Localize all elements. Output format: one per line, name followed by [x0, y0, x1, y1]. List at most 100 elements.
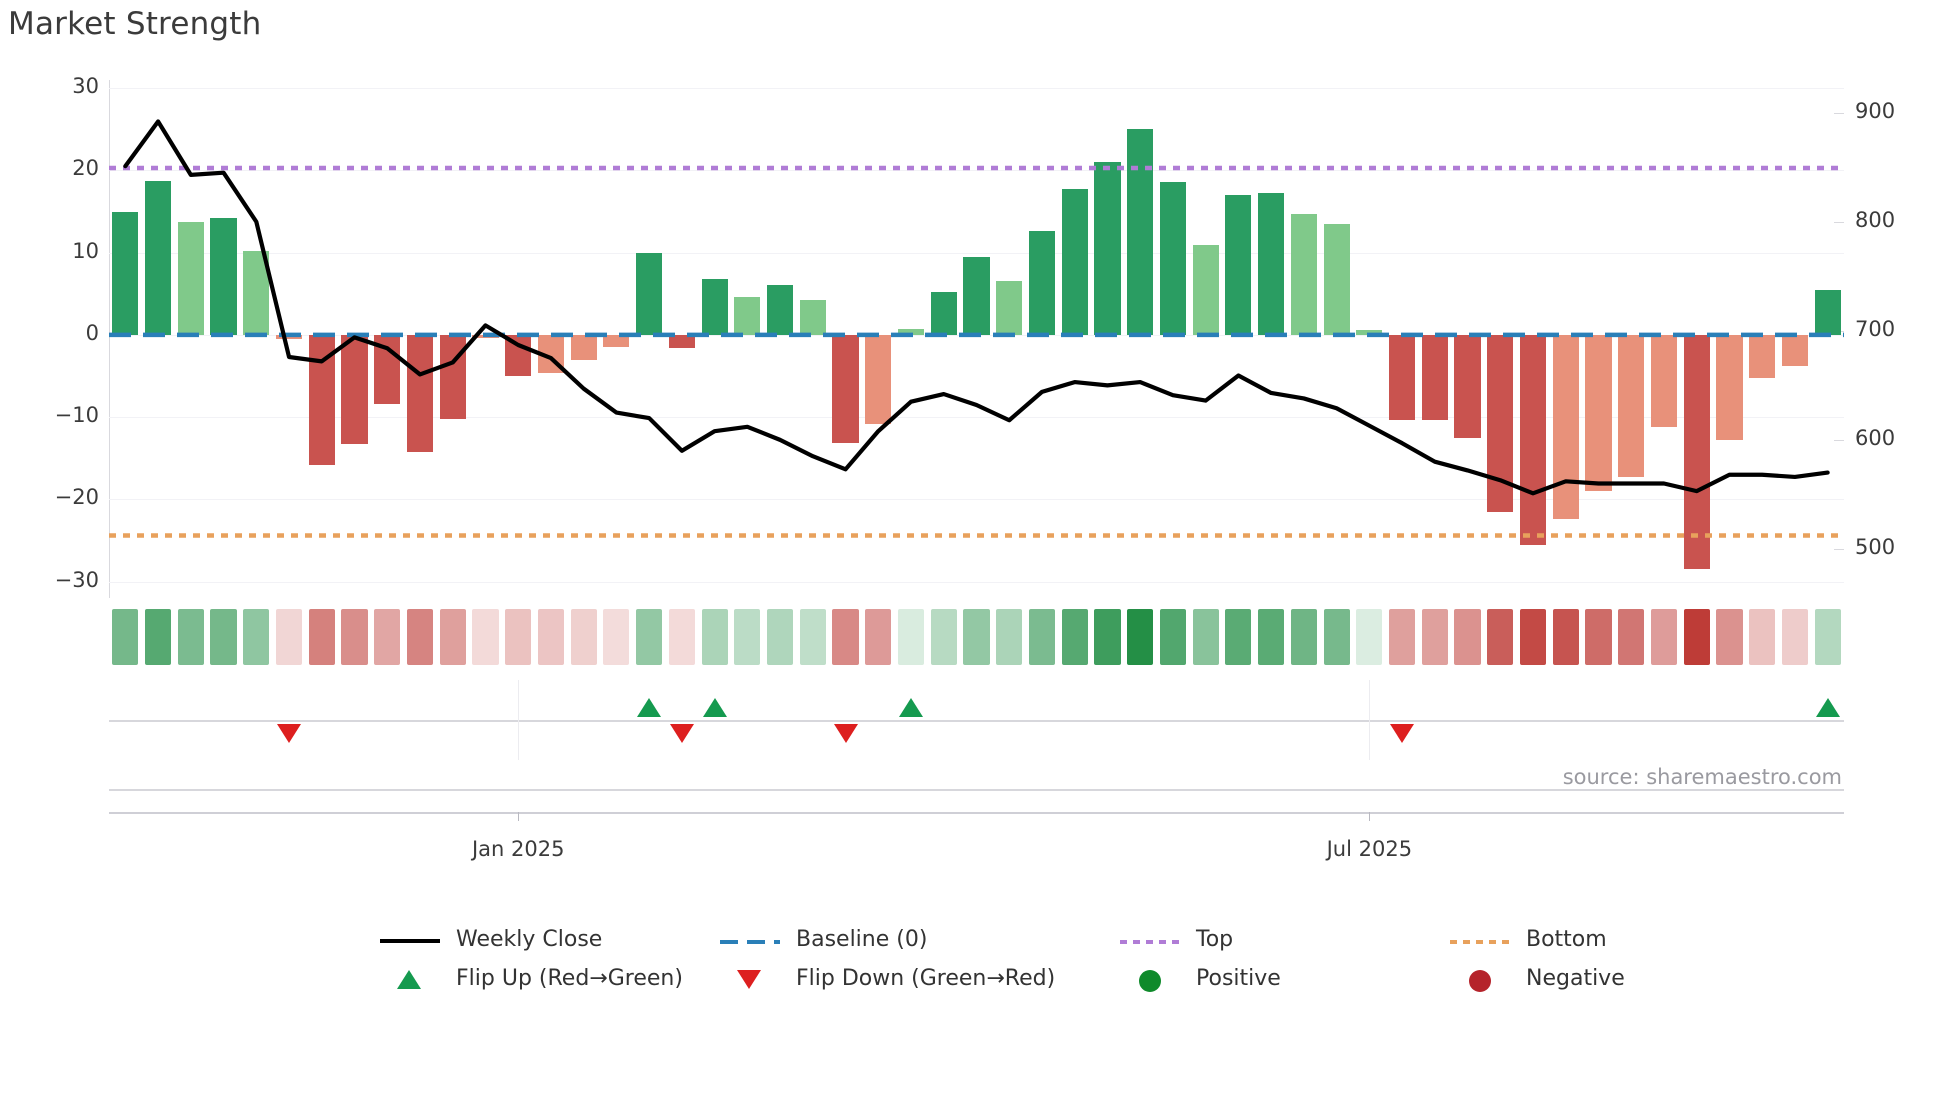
heatmap-cell: [1650, 609, 1678, 665]
dashed-line-icon: [720, 930, 780, 950]
heatmap-cell: [275, 609, 303, 665]
flip-up-marker: [637, 698, 662, 717]
dotted-line-icon: [1450, 930, 1510, 950]
bar: [210, 218, 237, 335]
heatmap-cell: [1225, 609, 1252, 665]
heatmap-cell: [1519, 609, 1547, 665]
flip-up-marker: [702, 698, 727, 717]
bar: [799, 300, 826, 335]
flip-up-marker: [1815, 698, 1840, 717]
legend-item-label: Bottom: [1526, 927, 1607, 952]
heatmap-cell: [1683, 609, 1710, 665]
heatmap-cell: [1388, 609, 1416, 665]
heatmap-cell: [832, 609, 859, 665]
flip-down-marker: [1390, 724, 1415, 743]
bar: [1781, 334, 1808, 367]
bar: [832, 334, 859, 443]
gridline: [109, 499, 1844, 501]
x-tick-label: Jan 2025: [471, 837, 565, 861]
bar: [1094, 162, 1121, 335]
circle-marker-icon: [1120, 969, 1180, 992]
legend-item-label: Flip Up (Red→Green): [456, 966, 683, 991]
heatmap-cell: [1781, 609, 1808, 665]
y-tick-mark-right: [1834, 112, 1844, 114]
heatmap-cell: [145, 609, 172, 665]
heatmap-cell: [112, 609, 139, 665]
bar: [1454, 334, 1481, 438]
bar: [930, 292, 957, 335]
legend-row-primary: Weekly Close Baseline (0) Top Bottom: [0, 920, 1960, 959]
heatmap-cell: [1192, 609, 1219, 665]
heatmap-cell: [537, 609, 565, 665]
heatmap-cell: [1094, 609, 1121, 665]
heatmap-cell: [472, 609, 499, 665]
heatmap-cell: [799, 609, 826, 665]
heatmap-cell: [308, 609, 335, 665]
legend-item-label: Negative: [1526, 966, 1625, 991]
heatmap-cell: [603, 609, 630, 665]
heatmap-cell: [1258, 609, 1285, 665]
source-attribution: source: sharemaestro.com: [1562, 765, 1842, 789]
divider-rule-upper: [109, 789, 1844, 791]
gridline: [109, 170, 1844, 172]
bar: [1585, 334, 1612, 492]
legend-item-label: Flip Down (Green→Red): [796, 966, 1056, 991]
bar: [1225, 195, 1252, 335]
legend-row-markers: Flip Up (Red→Green) Flip Down (Green→Red)…: [0, 959, 1960, 998]
bar: [1421, 334, 1448, 421]
legend-item[interactable]: Flip Down (Green→Red): [720, 959, 1055, 998]
heatmap-cell: [1585, 609, 1612, 665]
y-tick-mark-right: [1834, 548, 1844, 550]
legend-item[interactable]: Negative: [1450, 959, 1625, 998]
legend-item[interactable]: Weekly Close: [380, 920, 602, 959]
heatmap-cell: [439, 609, 466, 665]
bar: [439, 334, 466, 419]
y-tick-label-left: 30: [72, 74, 99, 99]
weekly-close-line: [123, 119, 1830, 496]
y-tick-label-right: 700: [1855, 316, 1896, 341]
y-tick-mark-right: [1834, 221, 1844, 223]
bar: [897, 329, 925, 335]
y-tick-mark-right: [1834, 439, 1844, 441]
y-tick-label-left: −30: [54, 567, 99, 592]
bar: [1519, 334, 1547, 545]
legend-item[interactable]: Top: [1120, 920, 1233, 959]
heatmap-cell: [734, 609, 761, 665]
y-tick-label-left: −10: [54, 403, 99, 428]
y-tick-label-right: 900: [1855, 98, 1896, 123]
legend-item-label: Positive: [1196, 966, 1281, 991]
y-tick-label-left: 20: [72, 156, 99, 181]
y-tick-label-right: 600: [1855, 425, 1896, 450]
triangle-up-icon: [380, 969, 440, 989]
bar: [112, 211, 139, 335]
bar: [766, 284, 794, 335]
circle-marker-icon: [1450, 969, 1510, 992]
bar: [177, 222, 204, 335]
dotted-line-icon: [1120, 930, 1180, 950]
flip-marker-row: [109, 680, 1844, 760]
heatmap-cell: [243, 609, 270, 665]
solid-line-icon: [380, 930, 440, 950]
flip-up-marker: [899, 698, 924, 717]
bar: [1290, 214, 1317, 335]
legend-item[interactable]: Flip Up (Red→Green): [380, 959, 683, 998]
page-title: Market Strength: [8, 6, 262, 42]
x-tick-mark: [1369, 812, 1371, 821]
legend-item[interactable]: Baseline (0): [720, 920, 927, 959]
chart-legend: Weekly Close Baseline (0) Top Bottom Flip U…: [0, 920, 1960, 998]
bar: [1258, 193, 1285, 335]
heatmap-cell: [1618, 609, 1645, 665]
heatmap-cell: [1716, 609, 1743, 665]
x-tick-label: Jul 2025: [1326, 837, 1413, 861]
heatmap-cell: [177, 609, 204, 665]
legend-item[interactable]: Positive: [1120, 959, 1281, 998]
heatmap-cell: [1323, 609, 1350, 665]
bar: [1356, 329, 1383, 335]
triangle-down-icon: [720, 969, 780, 989]
bar: [1618, 334, 1645, 478]
bar: [701, 278, 728, 335]
legend-item[interactable]: Bottom: [1450, 920, 1607, 959]
flip-down-marker: [833, 724, 858, 743]
y-tick-label-right: 800: [1855, 207, 1896, 232]
